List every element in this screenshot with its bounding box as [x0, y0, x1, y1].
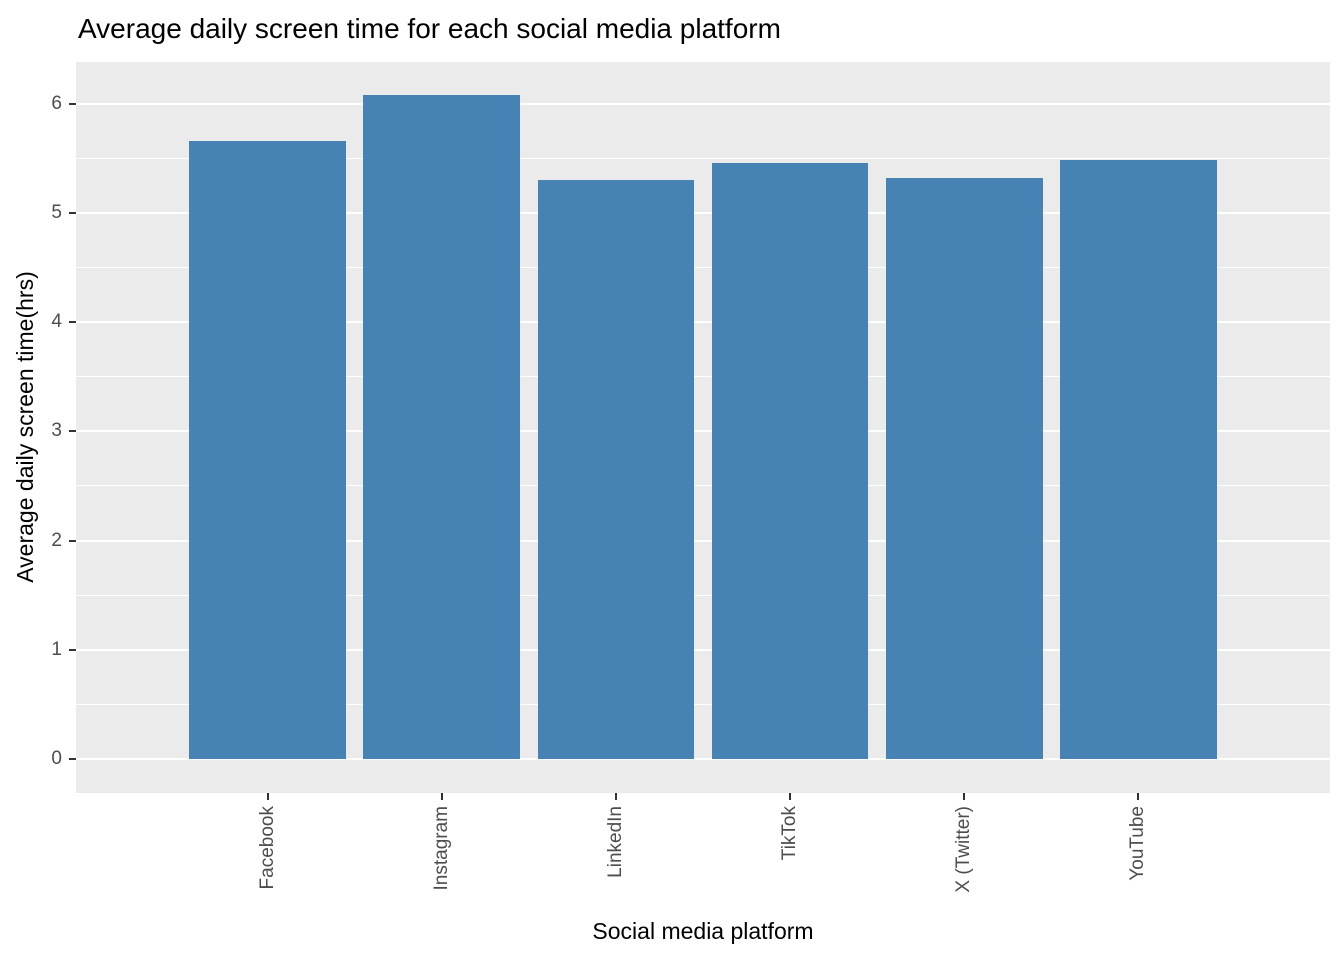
y-tick-label: 1 [51, 638, 62, 660]
bar-linkedin [537, 180, 695, 760]
y-tick-mark [69, 321, 76, 324]
x-tick-mark [789, 793, 792, 800]
x-tick-label: YouTube [1127, 806, 1149, 881]
bar-tiktok [711, 162, 869, 760]
gridline-major [76, 321, 1330, 324]
bar-instagram [363, 94, 521, 760]
x-tick-label: LinkedIn [604, 806, 626, 878]
y-tick-label: 0 [51, 748, 62, 770]
x-axis-title: Social media platform [592, 918, 814, 944]
y-tick-mark [69, 648, 76, 651]
gridline-major [76, 539, 1330, 542]
y-tick-label: 6 [51, 92, 62, 114]
gridline-major [76, 211, 1330, 214]
x-tick-label: TikTok [779, 806, 801, 861]
y-tick-mark [69, 102, 76, 105]
y-tick-label: 3 [51, 420, 62, 442]
gridline-minor [76, 376, 1330, 378]
bar-x-twitter [885, 177, 1043, 760]
y-tick-label: 4 [51, 311, 62, 333]
x-tick-mark [440, 793, 443, 800]
gridline-major [76, 430, 1330, 433]
y-tick-label: 5 [51, 201, 62, 223]
gridline-major [76, 758, 1330, 761]
plot-panel [76, 62, 1330, 793]
x-tick-mark [1137, 793, 1140, 800]
x-tick-label: Instagram [430, 806, 452, 891]
x-tick-mark [963, 793, 966, 800]
gridline-major [76, 102, 1330, 105]
y-tick-mark [69, 211, 76, 214]
y-tick-mark [69, 539, 76, 542]
bar-youtube [1060, 160, 1217, 760]
x-tick-label: Facebook [256, 806, 278, 890]
bar-facebook [189, 140, 346, 760]
y-tick-mark [69, 430, 76, 433]
gridline-major [76, 648, 1330, 651]
gridline-minor [76, 266, 1330, 268]
y-tick-mark [69, 758, 76, 761]
gridline-minor [76, 485, 1330, 487]
plot-title: Average daily screen time for each socia… [78, 13, 781, 44]
x-tick-label: X (Twitter) [953, 806, 975, 893]
gridline-minor [76, 157, 1330, 159]
x-tick-mark [266, 793, 269, 800]
gridline-minor [76, 703, 1330, 705]
gridline-minor [76, 594, 1330, 596]
x-tick-mark [614, 793, 617, 800]
y-tick-label: 2 [51, 529, 62, 551]
